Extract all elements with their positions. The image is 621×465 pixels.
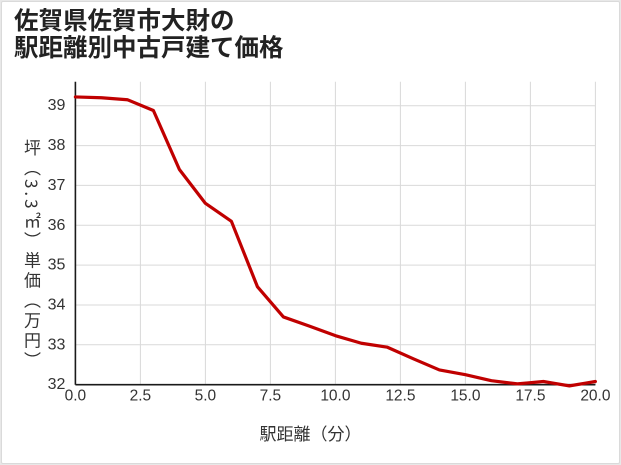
svg-text:17.5: 17.5	[515, 388, 545, 405]
svg-text:2.5: 2.5	[130, 388, 152, 405]
svg-text:38: 38	[48, 137, 66, 154]
svg-text:20.0: 20.0	[580, 388, 611, 405]
svg-text:35: 35	[48, 257, 66, 274]
svg-text:32: 32	[48, 376, 66, 393]
svg-text:39: 39	[48, 97, 66, 114]
svg-text:7.5: 7.5	[260, 388, 282, 405]
svg-text:0.0: 0.0	[65, 388, 87, 405]
svg-text:10.0: 10.0	[320, 388, 351, 405]
svg-text:12.5: 12.5	[385, 388, 415, 405]
svg-text:33: 33	[48, 336, 66, 353]
svg-text:37: 37	[48, 177, 66, 194]
svg-text:34: 34	[48, 296, 66, 313]
svg-text:5.0: 5.0	[195, 388, 217, 405]
svg-text:36: 36	[48, 217, 66, 234]
svg-text:15.0: 15.0	[450, 388, 481, 405]
